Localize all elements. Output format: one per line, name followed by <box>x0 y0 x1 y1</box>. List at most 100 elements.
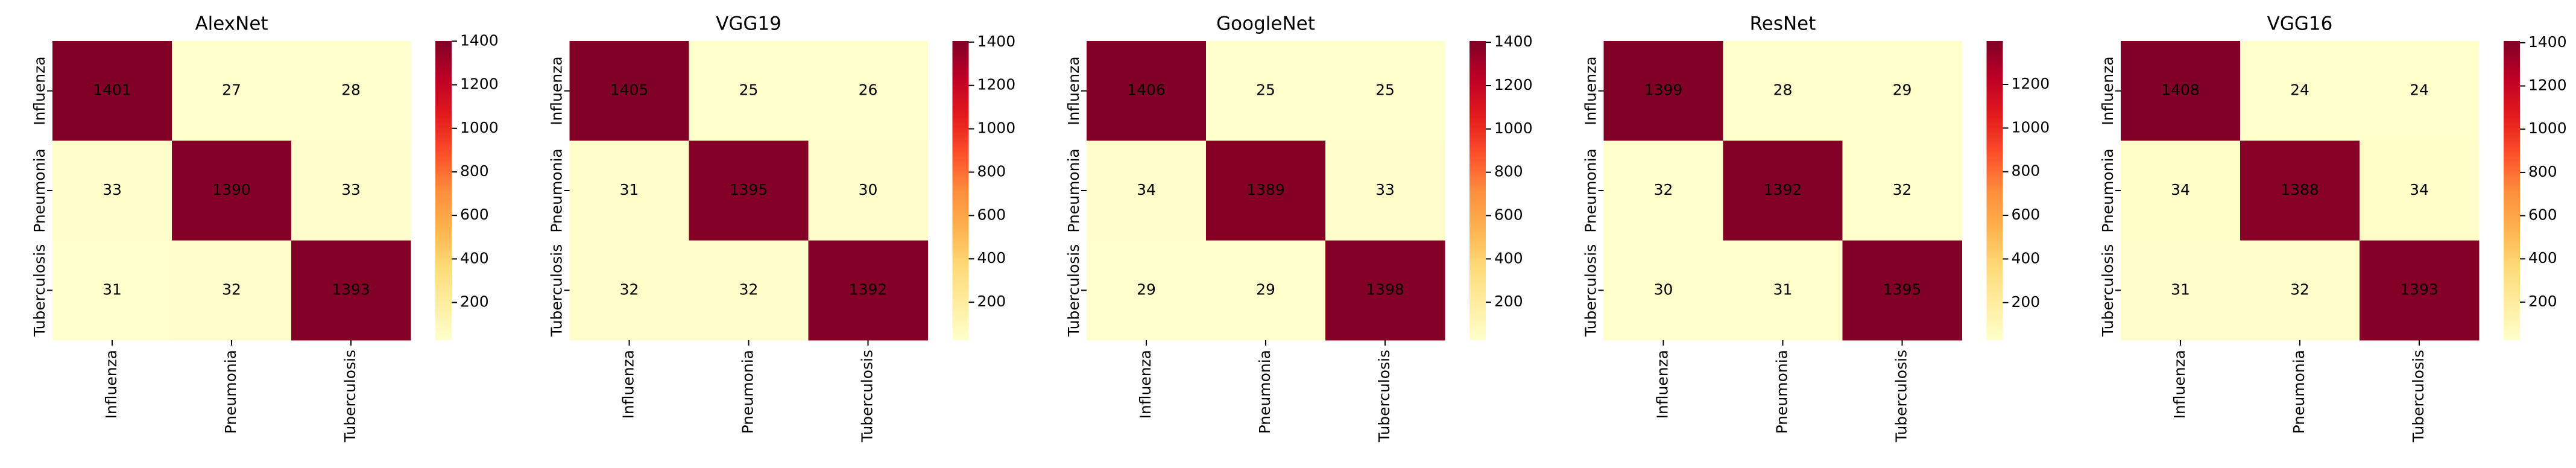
colorbar-tick-label: 600 <box>460 206 489 223</box>
colorbar <box>1986 41 2003 340</box>
colorbar-tick-label: 200 <box>977 292 1006 310</box>
heatmap-cell <box>1206 141 1326 241</box>
chart-title: VGG16 <box>2267 13 2333 35</box>
heatmap-cell <box>569 240 689 341</box>
heatmap-cell <box>1603 141 1723 241</box>
cell-label: 33 <box>103 181 122 198</box>
y-tick-label: Tuberculosis <box>1582 244 1600 337</box>
cell-label: 31 <box>2171 280 2190 298</box>
heatmap-cell <box>1087 240 1207 341</box>
heatmap-cell <box>291 41 411 141</box>
colorbar-tick-label: 1200 <box>977 76 1016 93</box>
x-tick-label: Pneumonia <box>739 350 757 434</box>
colorbar-tick-label: 800 <box>2012 162 2041 180</box>
x-tick-label: Tuberculosis <box>1375 350 1393 443</box>
x-tick-label: Pneumonia <box>222 350 239 434</box>
cell-label: 31 <box>620 181 639 198</box>
heatmap-cell <box>1842 240 1962 341</box>
cell-label: 30 <box>859 181 878 198</box>
cell-label: 1399 <box>1644 81 1683 99</box>
cell-label: 27 <box>222 81 241 99</box>
colorbar-tick-label: 1200 <box>460 75 499 93</box>
cell-label: 24 <box>2290 81 2309 99</box>
heatmap-cell <box>689 141 809 241</box>
y-tick-label: Influenza <box>1065 56 1082 125</box>
heatmap-cell <box>1603 41 1723 141</box>
chart-title: VGG19 <box>716 13 781 35</box>
cell-label: 29 <box>1256 280 1275 298</box>
heatmap-cell <box>689 240 809 341</box>
colorbar-tick-label: 1400 <box>460 31 499 49</box>
x-tick-label: Influenza <box>620 350 637 419</box>
cell-label: 1395 <box>730 181 768 198</box>
y-tick-label: Pneumonia <box>2099 148 2117 232</box>
heatmap-cell <box>172 240 292 341</box>
cell-label: 32 <box>739 280 759 298</box>
heatmap-cell <box>2240 141 2360 241</box>
cell-label: 30 <box>1654 280 1673 298</box>
heatmap-cell <box>52 141 172 241</box>
heatmap-cell <box>1206 240 1326 341</box>
cell-label: 1393 <box>332 280 370 298</box>
x-tick-label: Influenza <box>1137 350 1154 419</box>
cell-label: 25 <box>739 81 759 99</box>
cell-label: 31 <box>103 280 122 298</box>
heatmap-cell <box>2121 41 2241 141</box>
cell-label: 1395 <box>1883 280 1922 298</box>
heatmap-cell <box>2121 240 2241 341</box>
x-tick-label: Tuberculosis <box>341 350 359 443</box>
y-tick-label: Pneumonia <box>548 148 566 232</box>
heatmap-cell <box>689 41 809 141</box>
colorbar-tick-label: 800 <box>460 162 489 180</box>
y-tick-label: Pneumonia <box>1582 148 1600 232</box>
colorbar-tick-label: 600 <box>977 206 1006 223</box>
heatmap-cell <box>2360 240 2480 341</box>
colorbar-tick-label: 200 <box>2528 292 2557 310</box>
cell-label: 34 <box>2171 181 2190 198</box>
cell-label: 25 <box>1256 81 1275 99</box>
cell-label: 1408 <box>2161 81 2200 99</box>
colorbar-tick-label: 1000 <box>2528 119 2567 137</box>
colorbar-tick-label: 800 <box>2528 163 2557 180</box>
y-tick-label: Influenza <box>1582 56 1600 125</box>
x-tick-label: Pneumonia <box>2290 350 2308 434</box>
cell-label: 1388 <box>2281 181 2319 198</box>
x-tick-label: Influenza <box>1654 350 1672 419</box>
chart-title: ResNet <box>1750 13 1816 35</box>
colorbar-tick-label: 1000 <box>2012 118 2050 136</box>
heatmap-cell <box>808 240 928 341</box>
heatmap-cell <box>1087 141 1207 241</box>
colorbar-tick-label: 400 <box>2528 249 2557 267</box>
heatmap-cell <box>1325 240 1445 341</box>
y-tick-label: Influenza <box>2099 56 2117 125</box>
colorbar-tick-label: 400 <box>460 249 489 267</box>
heatmap-cell <box>1087 41 1207 141</box>
colorbar-tick-label: 200 <box>2012 293 2041 311</box>
colorbar-tick-label: 1200 <box>2012 75 2050 92</box>
x-tick-label: Tuberculosis <box>1893 350 1910 443</box>
colorbar-tick-label: 1200 <box>2528 77 2567 94</box>
colorbar <box>2504 41 2520 340</box>
y-tick-label: Tuberculosis <box>2099 244 2117 337</box>
cell-label: 33 <box>1375 181 1395 198</box>
cell-label: 32 <box>2290 280 2309 298</box>
heatmap-cell <box>1842 41 1962 141</box>
colorbar-tick-label: 600 <box>1494 206 1523 223</box>
cell-label: 1389 <box>1246 181 1285 198</box>
heatmap-cell <box>291 141 411 241</box>
heatmap-cell <box>2121 141 2241 241</box>
x-tick-label: Tuberculosis <box>2410 350 2427 443</box>
heatmap-cell <box>2240 240 2360 341</box>
colorbar-tick-label: 400 <box>2012 249 2041 267</box>
y-tick-label: Tuberculosis <box>31 244 48 337</box>
colorbar <box>435 41 452 340</box>
colorbar <box>1470 41 1486 340</box>
cell-label: 1390 <box>212 181 251 198</box>
colorbar-tick-label: 200 <box>1494 292 1523 310</box>
heatmap-cell <box>808 141 928 241</box>
colorbar-tick-label: 400 <box>977 249 1006 267</box>
cell-label: 25 <box>1375 81 1395 99</box>
heatmap-cell <box>1723 41 1843 141</box>
heatmap-cell <box>52 41 172 141</box>
colorbar-tick-label: 1200 <box>1494 76 1533 93</box>
